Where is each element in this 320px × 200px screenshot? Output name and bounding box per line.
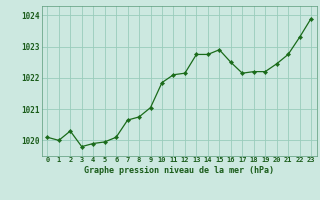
X-axis label: Graphe pression niveau de la mer (hPa): Graphe pression niveau de la mer (hPa) <box>84 166 274 175</box>
